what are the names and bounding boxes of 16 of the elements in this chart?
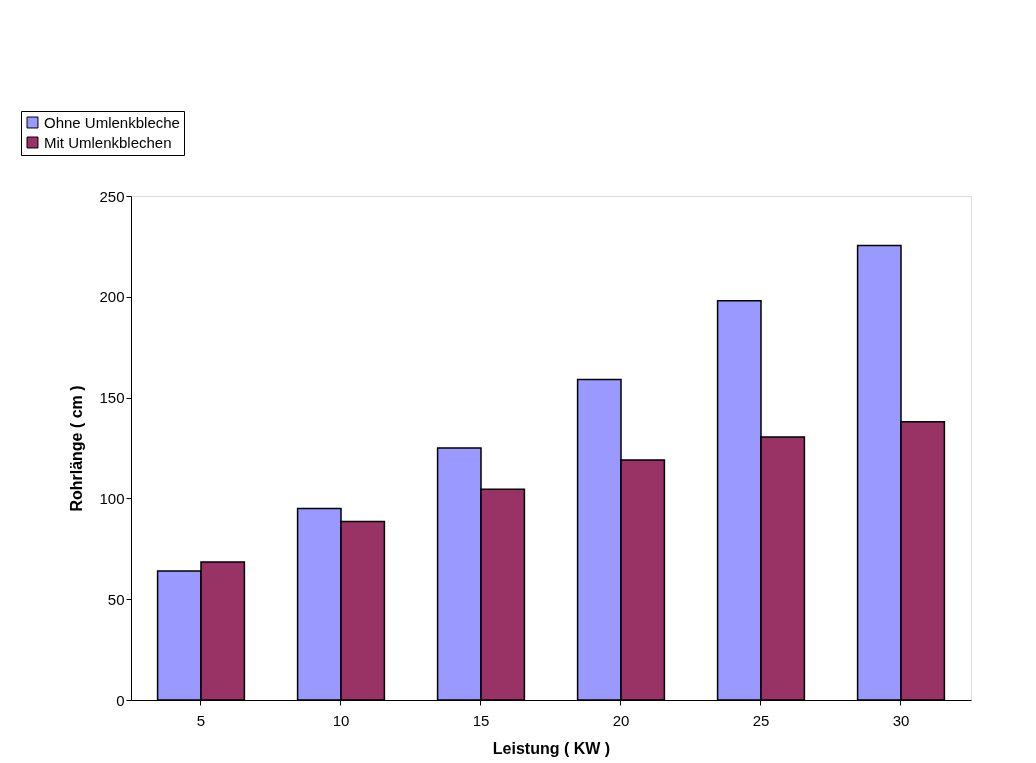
- x-axis-title: Leistung ( KW ): [492, 739, 611, 757]
- y-tick-label: 150: [99, 389, 125, 407]
- x-tick-label: 25: [752, 711, 770, 729]
- y-tick-label: 0: [116, 691, 125, 709]
- y-tick-label: 50: [107, 590, 125, 608]
- y-tick-label: 250: [99, 187, 125, 205]
- y-tick-label: 200: [99, 288, 125, 306]
- legend-label: Mit Umlenkblechen: [44, 133, 172, 151]
- x-tick-label: 20: [612, 711, 630, 729]
- legend-label: Ohne Umlenkbleche: [44, 113, 180, 131]
- y-axis-title: Rohrlänge ( cm ): [68, 385, 86, 512]
- x-tick-label: 10: [332, 711, 350, 729]
- x-tick-label: 15: [472, 711, 490, 729]
- x-tick-label: 30: [892, 711, 910, 729]
- y-tick-label: 100: [99, 489, 125, 507]
- x-tick-label: 5: [196, 711, 206, 729]
